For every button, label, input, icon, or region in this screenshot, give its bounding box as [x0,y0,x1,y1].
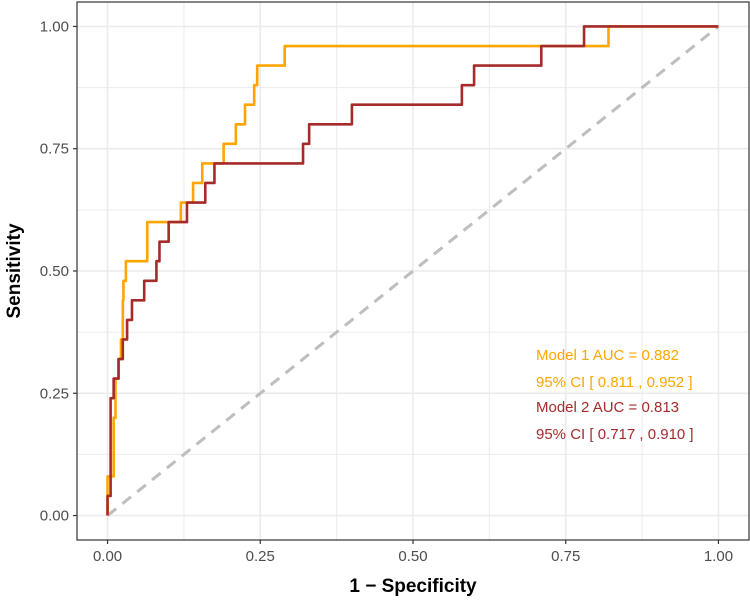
x-tick-label: 0.25 [246,548,275,565]
model2-auc-annotation: Model 2 AUC = 0.813 [536,399,679,416]
roc-curve-model-2 [106,25,719,516]
y-axis-title: Sensitivity [4,223,25,318]
x-tick-label: 0.50 [398,548,427,565]
x-tick-label: 0.00 [93,548,122,565]
model2-ci-annotation: 95% CI [ 0.717 , 0.910 ] [536,426,694,443]
x-tick-label: 0.75 [551,548,580,565]
y-tick-label: 0.00 [40,508,69,525]
y-tick-label: 0.75 [40,141,69,158]
chance-diagonal-line [106,25,720,517]
model1-auc-annotation: Model 1 AUC = 0.882 [536,347,679,364]
series-layer [106,25,719,516]
y-tick-label: 0.50 [40,263,69,280]
annotation-layer: Model 1 AUC = 0.882 95% CI [ 0.811 , 0.95… [536,347,694,443]
y-tick-label: 0.25 [40,385,69,402]
x-tick-label: 1.00 [704,548,733,565]
y-tick-label: 1.00 [40,18,69,35]
x-axis-title: 1 − Specificity [349,576,477,597]
ticks-layer: 0.00 0.25 0.50 0.75 1.00 0.00 0.25 0.50 0.75 1.00 [40,18,733,565]
grid-major [77,2,749,540]
model1-ci-annotation: 95% CI [ 0.811 , 0.952 ] [536,374,693,391]
